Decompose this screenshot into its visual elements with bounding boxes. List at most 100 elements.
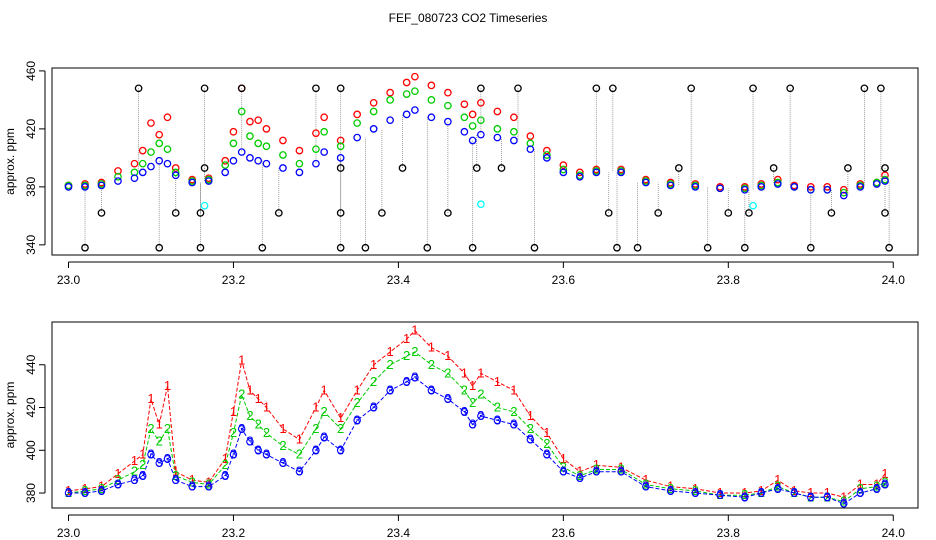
point-ref <box>703 243 712 252</box>
marker-s1: 1 <box>147 391 154 406</box>
marker-s1: 1 <box>444 348 451 363</box>
marker-s2: 2 <box>857 481 864 496</box>
marker-s1: 1 <box>114 466 121 481</box>
marker-s1: 1 <box>255 391 262 406</box>
x-tick-label: 23.6 <box>552 273 576 287</box>
point-s1 <box>386 88 395 97</box>
marker-s1: 1 <box>263 400 270 415</box>
marker-s2: 2 <box>840 494 847 509</box>
marker-s3: 3 <box>791 485 798 500</box>
point-s3 <box>97 181 106 190</box>
point-ref <box>97 209 106 217</box>
point-s3 <box>716 491 724 499</box>
point-ref <box>608 84 617 93</box>
point-ref <box>806 243 815 252</box>
point-s2 <box>543 151 551 159</box>
marker-s3: 3 <box>403 374 410 389</box>
marker-s2: 2 <box>296 447 303 462</box>
point-s3 <box>468 420 477 429</box>
point-s3 <box>617 467 625 476</box>
point-ref <box>477 84 485 93</box>
marker-s3: 3 <box>881 476 888 491</box>
marker-s1: 1 <box>337 410 344 425</box>
series-line-s3 <box>68 377 886 505</box>
point-s1 <box>353 110 362 119</box>
point-ref <box>592 84 601 93</box>
point-s2 <box>369 107 378 116</box>
point-s3 <box>229 450 238 459</box>
point-s3 <box>881 177 889 185</box>
point-s2 <box>254 139 263 148</box>
point-s3 <box>856 183 865 191</box>
point-s3 <box>427 386 436 395</box>
marker-s1: 1 <box>873 476 880 491</box>
marker-s3: 3 <box>741 489 748 504</box>
point-s2 <box>312 145 320 154</box>
point-s3 <box>856 489 865 497</box>
marker-s2: 2 <box>156 434 163 449</box>
point-s1 <box>402 78 411 87</box>
marker-s1: 1 <box>354 382 361 397</box>
point-ref <box>881 164 889 172</box>
marker-s2: 2 <box>65 485 72 500</box>
point-s2 <box>237 107 246 116</box>
x-tick-label: 23.4 <box>387 526 411 540</box>
point-ref <box>654 209 663 217</box>
marker-s3: 3 <box>65 485 72 500</box>
point-s3 <box>691 183 700 191</box>
chart-title: FEF_080723 CO2 Timeseries <box>389 11 548 25</box>
point-s1 <box>171 164 180 172</box>
point-ref <box>468 243 477 252</box>
point-s1 <box>493 107 502 116</box>
marker-s2: 2 <box>147 421 154 436</box>
marker-s3: 3 <box>205 479 212 494</box>
marker-s3: 3 <box>321 429 328 444</box>
point-s3 <box>510 420 518 429</box>
x-tick-label: 23.0 <box>57 273 81 287</box>
point-s1 <box>312 129 320 138</box>
marker-s2: 2 <box>873 479 880 494</box>
marker-s1: 1 <box>172 464 179 479</box>
point-s2 <box>229 139 238 148</box>
point-s1 <box>477 98 485 107</box>
point-s3 <box>312 446 320 455</box>
marker-s3: 3 <box>156 455 163 470</box>
point-s2 <box>402 90 411 98</box>
marker-s1: 1 <box>98 479 105 494</box>
point-s3 <box>740 185 749 194</box>
point-s3 <box>147 450 155 459</box>
marker-s1: 1 <box>543 425 550 440</box>
marker-s3: 3 <box>131 472 138 487</box>
point-s3 <box>369 403 378 412</box>
point-s2 <box>138 159 147 168</box>
point-s3 <box>741 493 749 502</box>
point-s3 <box>204 177 213 185</box>
x-tick-label: 23.0 <box>57 526 81 540</box>
marker-s2: 2 <box>741 487 748 502</box>
marker-s2: 2 <box>716 487 723 502</box>
point-s1 <box>155 130 164 139</box>
point-ref <box>604 209 613 217</box>
series-line-s2 <box>68 351 886 503</box>
marker-s2: 2 <box>494 400 501 415</box>
point-aux <box>200 201 209 210</box>
point-ref <box>881 209 889 217</box>
marker-s2: 2 <box>205 476 212 491</box>
point-s3 <box>411 373 419 382</box>
point-s3 <box>666 487 675 495</box>
marker-s3: 3 <box>774 481 781 496</box>
point-ref <box>497 164 506 172</box>
marker-s2: 2 <box>560 459 567 474</box>
marker-s1: 1 <box>840 489 847 504</box>
marker-s3: 3 <box>444 391 451 406</box>
point-ref <box>196 209 205 217</box>
marker-s2: 2 <box>255 417 262 432</box>
point-s3 <box>468 136 477 145</box>
marker-s1: 1 <box>791 483 798 498</box>
point-ref <box>312 84 320 93</box>
point-s3 <box>221 168 230 177</box>
point-ref <box>237 84 246 93</box>
marker-s1: 1 <box>741 485 748 500</box>
point-ref <box>274 209 283 217</box>
